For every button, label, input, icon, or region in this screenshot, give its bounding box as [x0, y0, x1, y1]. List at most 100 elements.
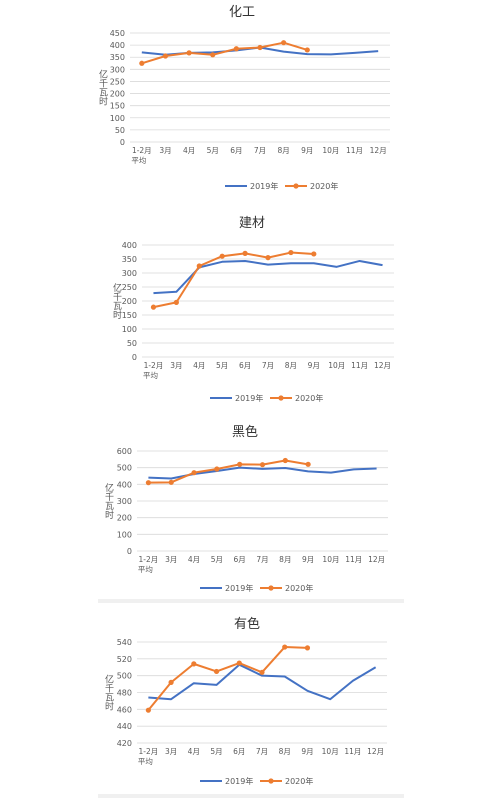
- y-tick-label: 100: [110, 114, 125, 123]
- data-point: [233, 46, 239, 52]
- y-tick-label: 200: [110, 90, 125, 99]
- x-tick-label: 4月: [183, 146, 195, 155]
- data-point: [214, 466, 220, 472]
- data-point: [237, 461, 243, 467]
- legend-label: 2020年: [285, 776, 313, 786]
- y-tick-label: 0: [127, 547, 132, 556]
- x-tick-label: 9月: [301, 747, 313, 756]
- x-tick-label-line: 10月: [322, 747, 339, 756]
- x-tick-label-line: 9月: [301, 146, 313, 155]
- x-tick-label: 3月: [165, 555, 177, 564]
- legend-label: 2020年: [310, 181, 338, 191]
- x-tick-label-line: 12月: [367, 747, 384, 756]
- y-tick-label: 300: [117, 497, 132, 506]
- x-tick-label: 5月: [207, 146, 219, 155]
- x-tick-label: 8月: [279, 555, 291, 564]
- x-tick-label: 1-2月平均: [143, 361, 163, 380]
- x-tick-label-line: 1-2月: [138, 747, 158, 756]
- x-tick-label-line: 11月: [344, 747, 361, 756]
- y-tick-label: 250: [122, 283, 137, 292]
- legend-marker: [268, 778, 274, 784]
- x-tick-label: 7月: [256, 555, 268, 564]
- series-line-2: [153, 251, 314, 309]
- data-point: [196, 263, 202, 269]
- x-tick-label-line: 1-2月: [132, 146, 152, 155]
- y-tick-label: 100: [122, 325, 137, 334]
- series-line-1: [148, 663, 377, 701]
- x-tick-label-line: 4月: [183, 146, 195, 155]
- legend-label: 2020年: [285, 583, 313, 593]
- data-point: [210, 52, 216, 58]
- x-tick-label: 8月: [285, 361, 297, 370]
- x-tick-label-line: 平均: [131, 155, 146, 165]
- x-tick-label-line: 4月: [193, 361, 205, 370]
- x-tick-label: 12月: [368, 555, 385, 564]
- data-point: [304, 47, 310, 53]
- chart-ferrous: 黑色 0 100 200 300 400 500 600 亿千瓦时 1-2月平均 3月 4月 5月 6月 7…: [0, 418, 488, 602]
- y-tick-label: 300: [122, 269, 137, 278]
- x-tick-label: 10月: [328, 361, 345, 370]
- chart-svg: 黑色 0 100 200 300 400 500 600 亿千瓦时 1-2月平均 3月 4月 5月 6月 7…: [103, 424, 388, 593]
- legend-marker: [278, 395, 284, 401]
- series-line-2: [141, 41, 308, 65]
- chart-svg: 有色 420 440 460 480 500 520 540 亿千瓦时 1-2月平均 3月 4月 5月 6…: [103, 616, 387, 786]
- x-tick-label: 6月: [230, 146, 242, 155]
- x-tick-label: 1-2月平均: [138, 555, 158, 574]
- x-tick-label-line: 平均: [143, 370, 158, 380]
- data-point: [168, 479, 174, 485]
- chart-svg: 化工 0 50 100 150 200 250 300 350 400 450 亿千瓦时 1-2月平均 3…: [97, 5, 390, 191]
- x-tick-label: 4月: [188, 555, 200, 564]
- x-tick-label-line: 5月: [216, 361, 228, 370]
- y-tick-label: 250: [110, 77, 125, 86]
- x-tick-label-line: 7月: [254, 146, 266, 155]
- y-tick-label: 520: [117, 655, 132, 664]
- x-tick-label-line: 5月: [207, 146, 219, 155]
- x-tick-label: 10月: [322, 555, 339, 564]
- y-tick-label: 480: [117, 689, 132, 698]
- x-tick-label: 4月: [193, 361, 205, 370]
- data-point: [305, 461, 311, 467]
- x-tick-label: 10月: [322, 146, 339, 155]
- x-tick-label: 5月: [210, 747, 222, 756]
- y-tick-label: 400: [117, 480, 132, 489]
- x-tick-label-line: 3月: [165, 747, 177, 756]
- x-tick-label-line: 7月: [256, 747, 268, 756]
- chart-nonferrous: 有色 420 440 460 480 500 520 540 亿千瓦时 1-2月平均 3月 4月 5月 6…: [0, 610, 488, 800]
- x-tick-label-line: 8月: [279, 555, 291, 564]
- x-tick-label-line: 12月: [368, 555, 385, 564]
- x-tick-label-line: 5月: [211, 555, 223, 564]
- x-tick-label: 5月: [216, 361, 228, 370]
- chart-title: 化工: [229, 5, 255, 20]
- x-tick-label: 6月: [239, 361, 251, 370]
- y-tick-label: 0: [120, 138, 125, 147]
- x-tick-label-line: 1-2月: [144, 361, 164, 370]
- x-tick-label-line: 12月: [370, 146, 387, 155]
- x-tick-label: 11月: [351, 361, 368, 370]
- chart-chemical: 化工 0 50 100 150 200 250 300 350 400 450 亿千瓦时 1-2月平均 3…: [0, 0, 488, 200]
- x-tick-label: 12月: [374, 361, 391, 370]
- x-tick-label: 8月: [279, 747, 291, 756]
- y-tick-label: 350: [110, 53, 125, 62]
- data-point: [145, 480, 152, 486]
- x-tick-label-line: 4月: [188, 555, 200, 564]
- x-tick-label-line: 3月: [159, 146, 171, 155]
- x-tick-label-line: 9月: [301, 747, 313, 756]
- y-tick-label: 400: [122, 241, 137, 250]
- x-tick-label-line: 6月: [230, 146, 242, 155]
- x-tick-label: 10月: [322, 747, 339, 756]
- x-tick-label: 7月: [256, 747, 268, 756]
- data-point: [150, 304, 157, 310]
- x-tick-label: 8月: [277, 146, 289, 155]
- x-tick-label-line: 1-2月: [139, 555, 159, 564]
- x-tick-label-line: 3月: [170, 361, 182, 370]
- x-tick-label: 3月: [170, 361, 182, 370]
- y-axis-label: 亿千瓦时: [103, 673, 114, 710]
- y-tick-label: 600: [117, 447, 132, 456]
- data-point: [186, 50, 192, 56]
- data-point: [259, 669, 265, 675]
- data-point: [282, 457, 288, 464]
- y-tick-label: 200: [117, 514, 132, 523]
- data-point: [139, 60, 145, 66]
- chart-title: 建材: [239, 216, 265, 231]
- x-tick-label-line: 3月: [165, 555, 177, 564]
